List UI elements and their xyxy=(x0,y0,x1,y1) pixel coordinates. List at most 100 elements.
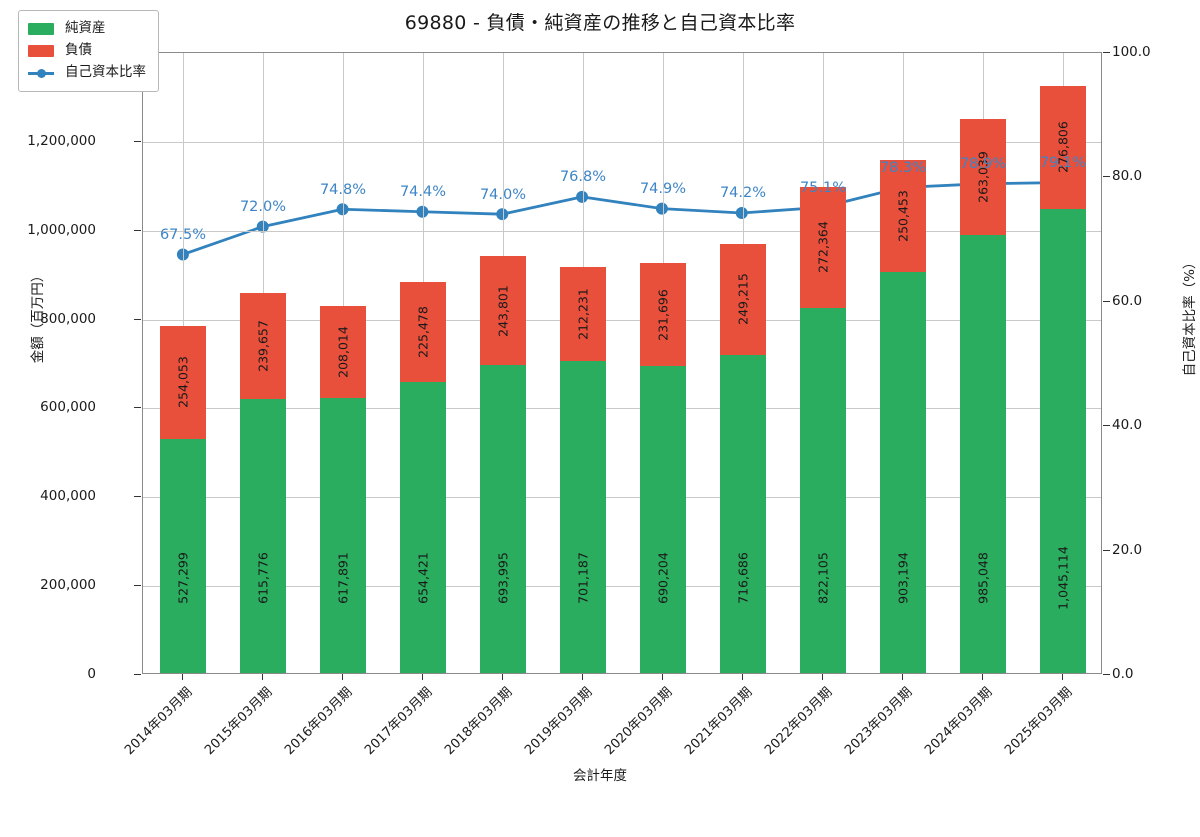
chart-legend[interactable]: 純資産 負債 自己資本比率 xyxy=(18,10,159,92)
bar-stack[interactable]: 701,187 212,231 xyxy=(559,267,607,673)
ratio-value-label: 75.1% xyxy=(799,179,847,196)
bar-value-label-liability: 272,364 xyxy=(815,221,831,274)
y-axis-tick-left: 800,000 xyxy=(40,310,96,327)
bar-segment-liability[interactable]: 254,053 xyxy=(159,325,207,439)
bar-value-label-liability: 250,453 xyxy=(895,190,911,242)
bar-segment-equity[interactable]: 716,686 xyxy=(719,354,767,673)
bar-value-label-equity: 985,048 xyxy=(975,552,991,604)
bar-segment-liability[interactable]: 250,453 xyxy=(879,160,927,272)
bar-segment-equity[interactable]: 822,105 xyxy=(799,307,847,673)
x-axis-tick-mark xyxy=(902,674,903,680)
ratio-value-label: 74.2% xyxy=(719,185,767,202)
legend-item-equity: 純資産 xyxy=(28,18,146,40)
y-axis-tick-left: 200,000 xyxy=(40,577,96,594)
x-axis-tick-mark xyxy=(342,674,343,680)
ratio-line-marker[interactable] xyxy=(256,220,269,233)
y-axis-tick-left: 1,000,000 xyxy=(27,221,96,238)
y-axis-tick-mark-right xyxy=(1103,176,1110,178)
ratio-line-marker[interactable] xyxy=(176,248,189,261)
y-axis-tick-mark-right xyxy=(1103,425,1110,427)
ratio-line-marker[interactable] xyxy=(576,190,589,203)
x-axis-tick-label: 2014年03月期 xyxy=(122,684,196,759)
bar-stack[interactable]: 822,105 272,364 xyxy=(799,186,847,673)
bar-segment-equity[interactable]: 654,421 xyxy=(399,382,447,673)
ratio-line-marker[interactable] xyxy=(416,205,429,218)
bar-segment-liability[interactable]: 263,039 xyxy=(959,118,1007,236)
bar-segment-equity[interactable]: 701,187 xyxy=(559,361,607,673)
bar-stack[interactable]: 903,194 250,453 xyxy=(879,160,927,673)
bar-segment-liability[interactable]: 231,696 xyxy=(639,263,687,367)
ratio-value-label: 74.8% xyxy=(319,181,367,198)
bar-segment-liability[interactable]: 249,215 xyxy=(719,243,767,355)
y-axis-tick-mark-left xyxy=(134,585,141,587)
x-axis-tick-label: 2018年03月期 xyxy=(442,684,516,759)
bar-value-label-liability: 243,801 xyxy=(495,284,511,337)
legend-label-equity: 純資産 xyxy=(65,20,106,37)
bar-value-label-liability: 254,053 xyxy=(175,356,191,409)
x-axis-tick-label: 2016年03月期 xyxy=(282,684,356,759)
bar-stack[interactable]: 615,776 239,657 xyxy=(239,292,287,673)
ratio-value-label: 74.9% xyxy=(639,181,687,198)
bar-stack[interactable]: 690,204 231,696 xyxy=(639,263,687,673)
y-axis-tick-mark-right xyxy=(1103,549,1110,551)
bar-stack[interactable]: 654,421 225,478 xyxy=(399,282,447,673)
ratio-value-label: 76.8% xyxy=(559,169,607,186)
bar-stack[interactable]: 1,045,114 276,806 xyxy=(1039,85,1087,673)
plot-area: 527,299 254,053 615,776 239,657 617,891 208,0… xyxy=(142,52,1102,674)
legend-item-liability: 負債 xyxy=(28,40,146,62)
bar-segment-liability[interactable]: 243,801 xyxy=(479,256,527,365)
bar-segment-liability[interactable]: 212,231 xyxy=(559,267,607,362)
y-axis-tick-mark-left xyxy=(134,674,141,675)
x-axis-tick-label: 2021年03月期 xyxy=(682,684,756,759)
bar-segment-equity[interactable]: 693,995 xyxy=(479,364,527,673)
bar-stack[interactable]: 617,891 208,014 xyxy=(319,306,367,673)
bar-stack[interactable]: 527,299 254,053 xyxy=(159,325,207,673)
ratio-line-marker[interactable] xyxy=(655,202,668,215)
chart-figure: 69880 - 負債・純資産の推移と自己資本比率 527,299 254,053 6… xyxy=(18,10,1198,784)
bar-value-label-liability: 208,014 xyxy=(335,326,351,379)
y-axis-tick-mark-left xyxy=(134,318,141,320)
x-axis-tick-mark xyxy=(502,674,503,680)
bar-segment-liability[interactable]: 208,014 xyxy=(319,306,367,399)
x-axis-tick-mark xyxy=(742,674,743,680)
bar-segment-liability[interactable]: 276,806 xyxy=(1039,85,1087,209)
y-axis-tick-right: 40.0 xyxy=(1112,417,1143,434)
y-axis-tick-left: 600,000 xyxy=(40,399,96,416)
ratio-value-label: 74.4% xyxy=(399,184,447,201)
bar-segment-liability[interactable]: 225,478 xyxy=(399,282,447,383)
y-axis-label-left: 金額（百万円） xyxy=(30,268,46,364)
bar-value-label-equity: 690,204 xyxy=(655,552,671,604)
bar-value-label-equity: 693,995 xyxy=(495,552,511,604)
bar-stack[interactable]: 693,995 243,801 xyxy=(479,256,527,673)
bar-stack[interactable]: 985,048 263,039 xyxy=(959,118,1007,673)
ratio-line-marker[interactable] xyxy=(735,206,748,219)
ratio-value-label: 79.1% xyxy=(1039,154,1087,171)
x-axis-tick-label: 2017年03月期 xyxy=(362,684,436,759)
legend-swatch-ratio-line xyxy=(28,67,54,79)
gridline-horizontal xyxy=(143,497,1101,499)
bar-segment-equity[interactable]: 1,045,114 xyxy=(1039,208,1087,673)
x-axis-label: 会計年度 xyxy=(573,768,627,784)
bar-segment-equity[interactable]: 527,299 xyxy=(159,438,207,673)
bar-segment-liability[interactable]: 272,364 xyxy=(799,186,847,308)
bar-segment-liability[interactable]: 239,657 xyxy=(239,292,287,400)
ratio-value-label: 74.0% xyxy=(479,186,527,203)
y-axis-tick-left: 0 xyxy=(87,666,96,682)
bar-segment-equity[interactable]: 690,204 xyxy=(639,366,687,673)
bar-segment-equity[interactable]: 617,891 xyxy=(319,398,367,673)
y-axis-tick-mark-right xyxy=(1103,300,1110,302)
bar-segment-equity[interactable]: 985,048 xyxy=(959,235,1007,673)
bar-value-label-liability: 225,478 xyxy=(415,306,431,359)
ratio-line-marker[interactable] xyxy=(496,208,509,221)
y-axis-tick-left: 1,200,000 xyxy=(27,132,96,149)
bar-stack[interactable]: 716,686 249,215 xyxy=(719,243,767,673)
legend-label-liability: 負債 xyxy=(65,42,92,59)
x-axis-tick-mark xyxy=(422,674,423,680)
ratio-line-marker[interactable] xyxy=(336,203,349,216)
y-axis-tick-right: 80.0 xyxy=(1112,168,1143,185)
bar-value-label-liability: 212,231 xyxy=(575,288,591,341)
bar-segment-equity[interactable]: 903,194 xyxy=(879,271,927,673)
bar-segment-equity[interactable]: 615,776 xyxy=(239,399,287,673)
x-axis-tick-mark xyxy=(262,674,263,680)
x-axis-tick-mark xyxy=(582,674,583,680)
